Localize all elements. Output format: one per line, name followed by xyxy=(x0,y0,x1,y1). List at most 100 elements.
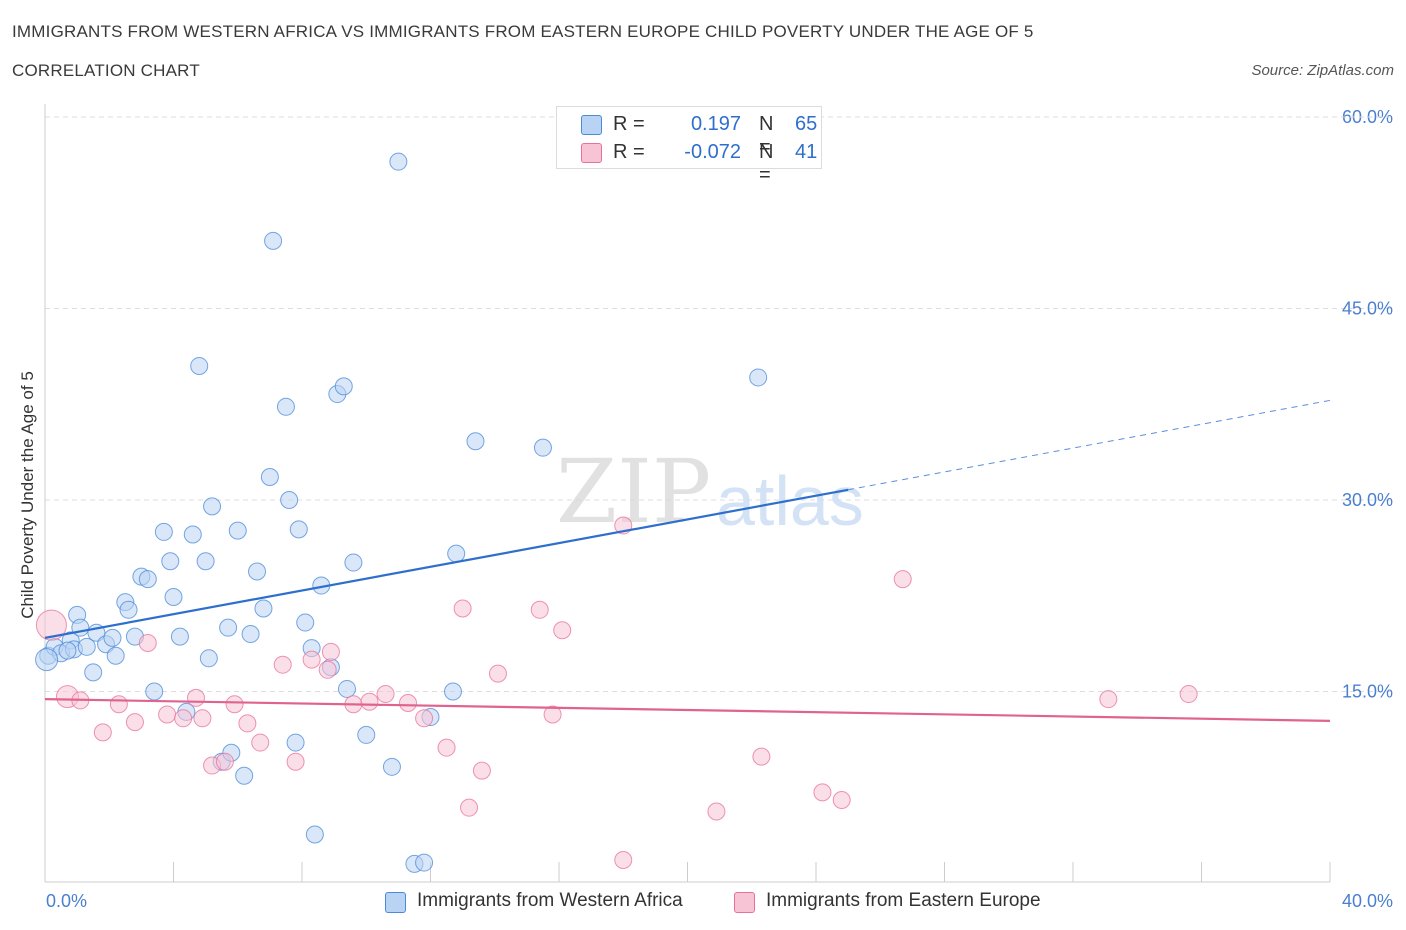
point-western-africa xyxy=(199,649,218,668)
point-eastern-europe xyxy=(251,733,270,752)
point-western-africa xyxy=(443,682,462,701)
point-western-africa xyxy=(138,570,157,589)
point-eastern-europe xyxy=(186,688,205,707)
watermark-zip: ZIP xyxy=(556,440,711,543)
point-western-africa xyxy=(190,356,209,375)
y-tick-label: 15.0% xyxy=(1342,682,1393,702)
point-western-africa xyxy=(58,641,77,660)
point-western-africa xyxy=(84,663,103,682)
point-western-africa xyxy=(145,682,164,701)
point-eastern-europe xyxy=(360,692,379,711)
x-tick-label-max: 40.0% xyxy=(1341,891,1393,911)
point-western-africa xyxy=(196,552,215,571)
chart-title: IMMIGRANTS FROM WESTERN AFRICA VS IMMIGR… xyxy=(12,22,1034,41)
point-eastern-europe xyxy=(553,621,572,640)
point-western-africa xyxy=(71,618,90,637)
point-eastern-europe xyxy=(93,723,112,742)
legend-label: Immigrants from Western Africa xyxy=(417,890,683,911)
point-western-africa xyxy=(305,825,324,844)
point-western-africa xyxy=(296,613,315,632)
point-eastern-europe xyxy=(1099,690,1118,709)
point-western-africa xyxy=(749,368,768,387)
point-western-africa xyxy=(35,648,59,672)
point-eastern-europe xyxy=(460,798,479,817)
point-eastern-europe xyxy=(832,791,851,810)
point-western-africa xyxy=(357,725,376,744)
point-eastern-europe xyxy=(273,655,292,674)
point-western-africa xyxy=(415,853,434,872)
point-eastern-europe xyxy=(488,664,507,683)
point-eastern-europe xyxy=(437,738,456,757)
point-eastern-europe xyxy=(125,713,144,732)
point-eastern-europe xyxy=(174,709,193,728)
n-value: 41 xyxy=(795,141,818,163)
point-western-africa xyxy=(77,637,96,656)
point-western-africa xyxy=(264,231,283,250)
y-tick-label: 30.0% xyxy=(1342,490,1393,510)
r-label: R = xyxy=(613,113,645,135)
point-western-africa xyxy=(289,520,308,539)
point-eastern-europe xyxy=(453,599,472,618)
point-eastern-europe xyxy=(1179,685,1198,704)
point-eastern-europe xyxy=(35,609,67,641)
point-eastern-europe xyxy=(415,709,434,728)
point-western-africa xyxy=(183,525,202,544)
x-tick-label-min: 0.0% xyxy=(46,891,88,911)
source-label: Source: ZipAtlas.com xyxy=(1251,62,1394,79)
point-eastern-europe xyxy=(302,650,321,669)
point-western-africa xyxy=(286,733,305,752)
point-western-africa xyxy=(276,397,295,416)
point-western-africa xyxy=(334,377,353,396)
pink-swatch-icon xyxy=(581,143,602,163)
point-western-africa xyxy=(447,544,466,563)
point-eastern-europe xyxy=(193,709,212,728)
point-western-africa xyxy=(260,468,279,487)
point-western-africa xyxy=(235,766,254,785)
point-eastern-europe xyxy=(399,693,418,712)
point-western-africa xyxy=(106,646,125,665)
point-western-africa xyxy=(103,628,122,647)
point-western-africa xyxy=(219,618,238,637)
blue-swatch-icon xyxy=(581,115,602,135)
point-western-africa xyxy=(344,553,363,572)
point-eastern-europe xyxy=(752,747,771,766)
point-western-africa xyxy=(241,625,260,644)
point-western-africa xyxy=(170,627,189,646)
point-western-africa xyxy=(203,497,222,516)
point-eastern-europe xyxy=(215,752,234,771)
n-label: N = xyxy=(759,113,774,158)
stats-legend: R = 0.197 N = 65 R = -0.072 N = 41 xyxy=(556,106,822,186)
y-tick-label: 60.0% xyxy=(1342,107,1393,127)
point-eastern-europe xyxy=(158,705,177,724)
point-eastern-europe xyxy=(109,695,128,714)
point-western-africa xyxy=(389,152,408,171)
point-eastern-europe xyxy=(472,761,491,780)
point-eastern-europe xyxy=(321,642,340,661)
r-label: R = xyxy=(613,141,645,163)
point-eastern-europe xyxy=(225,695,244,714)
r-value: -0.072 xyxy=(684,141,741,163)
point-eastern-europe xyxy=(543,705,562,724)
point-eastern-europe xyxy=(318,660,337,679)
point-eastern-europe xyxy=(707,802,726,821)
point-eastern-europe xyxy=(893,570,912,589)
trendline-western-africa-extension xyxy=(848,399,1331,491)
point-western-africa xyxy=(382,757,401,776)
point-western-africa xyxy=(164,588,183,607)
point-western-africa xyxy=(161,552,180,571)
point-western-africa xyxy=(466,432,485,451)
r-value: 0.197 xyxy=(690,113,741,135)
trendline-western-africa xyxy=(44,488,849,639)
n-label: N = xyxy=(759,141,774,186)
point-western-africa xyxy=(248,562,267,581)
y-tick-label: 45.0% xyxy=(1342,299,1393,319)
chart-subtitle: CORRELATION CHART xyxy=(12,61,200,80)
n-value: 65 xyxy=(795,113,818,135)
pink-swatch-icon xyxy=(734,892,755,913)
trendline-eastern-europe xyxy=(44,698,1331,722)
point-eastern-europe xyxy=(238,714,257,733)
point-eastern-europe xyxy=(286,752,305,771)
point-western-africa xyxy=(254,599,273,618)
point-eastern-europe xyxy=(376,685,395,704)
